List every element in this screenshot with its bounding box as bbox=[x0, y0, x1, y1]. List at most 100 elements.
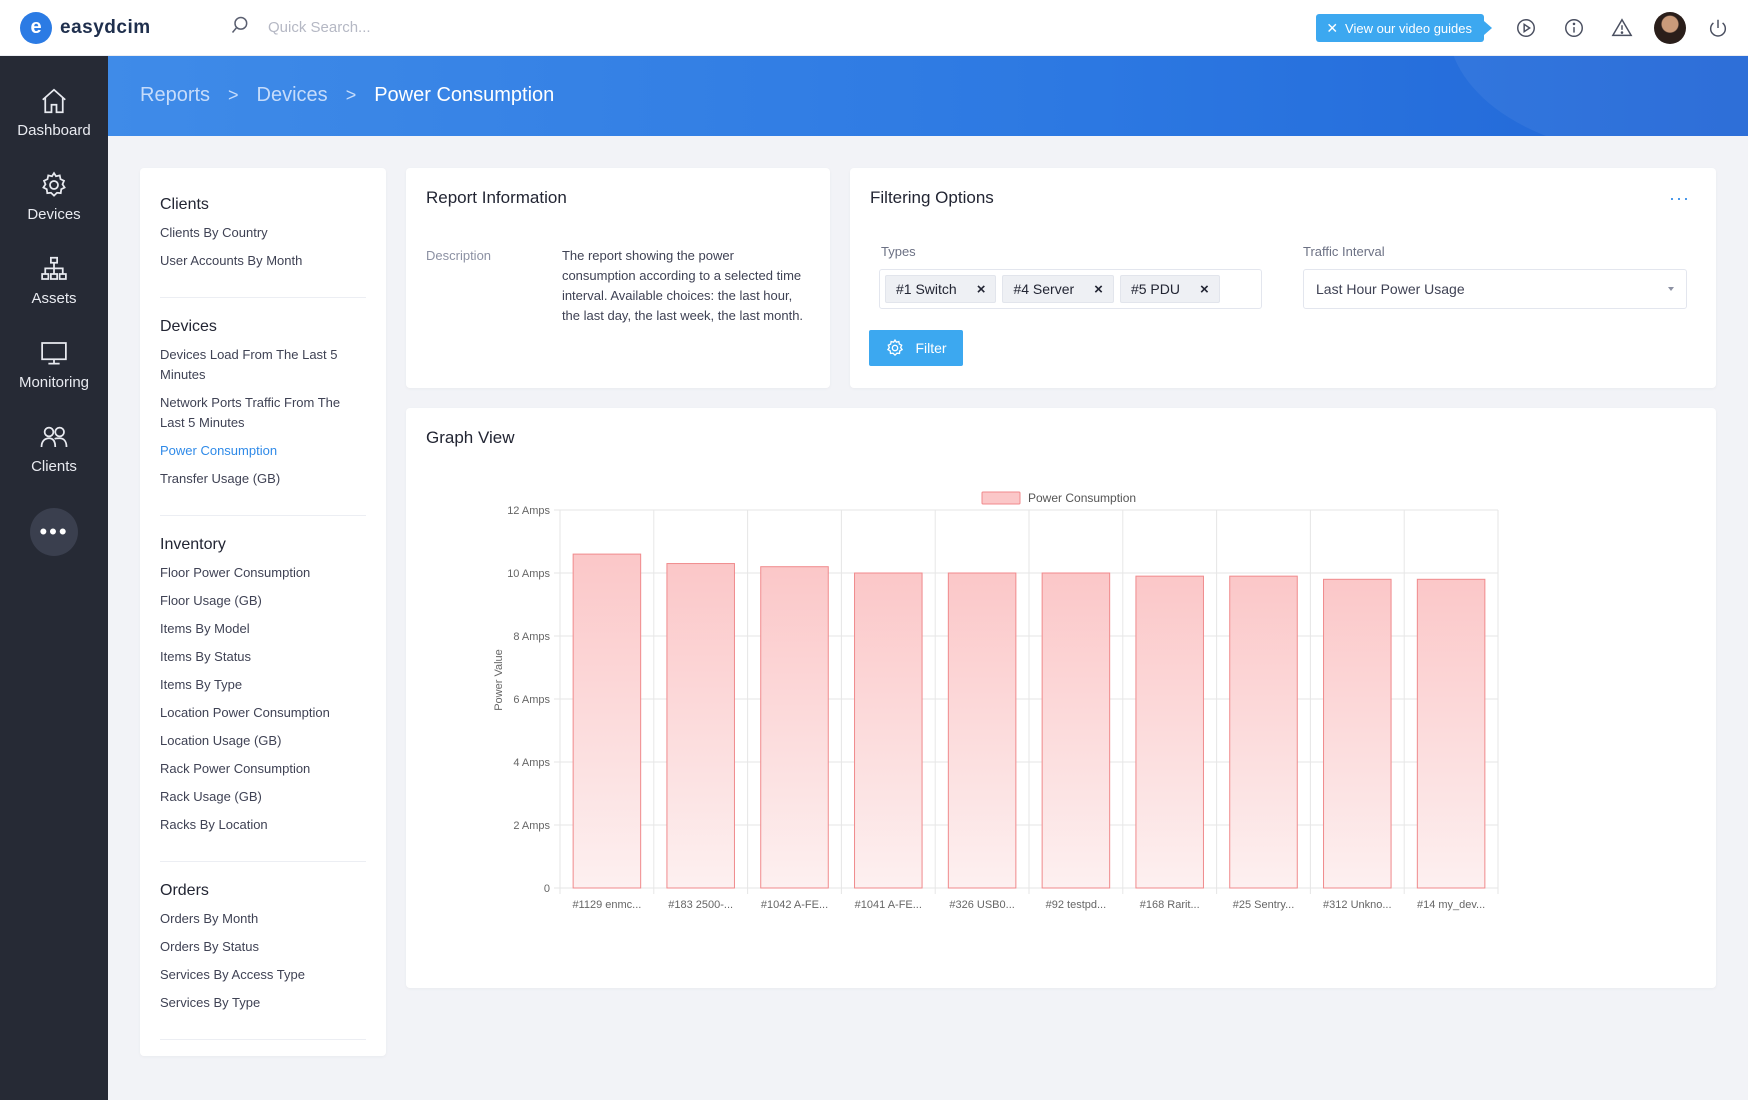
bar[interactable] bbox=[947, 572, 1017, 889]
tag-label: #4 Server bbox=[1013, 281, 1075, 297]
graph-view-card: Graph View 0 2 Amps 4 Amps 6 Amps 8 Amps 10 A… bbox=[406, 408, 1716, 988]
bar[interactable] bbox=[760, 566, 829, 889]
type-tag: #1 Switch × bbox=[885, 275, 997, 303]
report-link[interactable]: Items By Status bbox=[160, 649, 252, 664]
x-tick-label: #183 2500-... bbox=[668, 899, 733, 911]
bar[interactable] bbox=[1229, 575, 1298, 889]
remove-tag-icon[interactable]: × bbox=[1199, 280, 1209, 298]
y-tick-label: 10 Amps bbox=[507, 568, 550, 580]
nav-item-devices[interactable]: Devices bbox=[0, 154, 108, 238]
x-tick-label: #326 USB0... bbox=[949, 899, 1014, 911]
types-multiselect[interactable]: #1 Switch × #4 Server × #5 PDU × bbox=[879, 269, 1262, 309]
more-button[interactable]: ••• bbox=[30, 508, 78, 556]
bar[interactable] bbox=[1135, 575, 1204, 889]
chevron-right-icon: > bbox=[345, 85, 357, 105]
report-link[interactable]: Floor Power Consumption bbox=[160, 565, 311, 580]
logo[interactable]: e easydcim bbox=[20, 11, 210, 44]
left-nav: Dashboard Devices Assets Monitoring Clie… bbox=[0, 56, 108, 1100]
nav-item-monitoring[interactable]: Monitoring bbox=[0, 322, 108, 406]
reports-section-inventory: Inventory Floor Power Consumption Floor … bbox=[160, 536, 366, 862]
remove-tag-icon[interactable]: × bbox=[1094, 280, 1103, 298]
traffic-interval-label: Traffic Interval bbox=[1303, 244, 1385, 259]
y-tick-label: 12 Amps bbox=[507, 505, 550, 517]
description-row: Description The report showing the power… bbox=[426, 246, 810, 326]
nav-label: Monitoring bbox=[18, 373, 90, 391]
logo-text: easydcim bbox=[60, 16, 151, 38]
select-value: Last Hour Power Usage bbox=[1316, 281, 1465, 297]
report-link[interactable]: Services By Type bbox=[160, 995, 261, 1010]
report-link-active[interactable]: Power Consumption bbox=[160, 443, 278, 458]
report-link[interactable]: Items By Model bbox=[160, 621, 250, 636]
info-icon[interactable] bbox=[1550, 0, 1598, 56]
gear-icon bbox=[42, 171, 66, 197]
bar[interactable] bbox=[572, 553, 642, 889]
report-link[interactable]: Floor Usage (GB) bbox=[160, 593, 262, 608]
report-link[interactable]: Items By Type bbox=[160, 677, 243, 692]
report-link[interactable]: Orders By Status bbox=[160, 939, 259, 954]
breadcrumb-devices[interactable]: Devices bbox=[256, 84, 328, 106]
report-link[interactable]: Location Power Consumption bbox=[160, 705, 330, 720]
report-link[interactable]: Orders By Month bbox=[160, 911, 259, 926]
bar[interactable] bbox=[1323, 578, 1392, 889]
avatar bbox=[1654, 12, 1686, 44]
reports-sidebar: Clients Clients By Country User Accounts… bbox=[140, 168, 386, 1056]
avatar-button[interactable] bbox=[1646, 0, 1694, 56]
close-icon[interactable]: ✕ bbox=[1326, 19, 1339, 36]
bar[interactable] bbox=[1416, 578, 1486, 889]
x-tick-label: #1129 enmc... bbox=[572, 899, 641, 911]
y-tick-label: 6 Amps bbox=[513, 694, 550, 706]
report-link[interactable]: User Accounts By Month bbox=[160, 253, 303, 268]
y-tick-label: 0 bbox=[544, 883, 550, 895]
remove-tag-icon[interactable]: × bbox=[976, 280, 986, 298]
bar[interactable] bbox=[854, 572, 923, 889]
chevron-right-icon: > bbox=[228, 85, 239, 105]
reports-section-orders: Orders Orders By Month Orders By Status … bbox=[160, 882, 366, 1040]
search-input[interactable] bbox=[268, 19, 508, 36]
y-axis-label: Power Value bbox=[493, 649, 505, 711]
description-label: Description bbox=[426, 248, 492, 263]
power-icon[interactable] bbox=[1694, 0, 1742, 56]
gear-icon bbox=[887, 338, 904, 357]
more-menu-icon[interactable]: ··· bbox=[1669, 188, 1690, 208]
top-right-tools: ✕ View our video guides bbox=[1316, 0, 1748, 56]
video-guides-button[interactable]: ✕ View our video guides bbox=[1316, 14, 1492, 42]
report-link[interactable]: Network Ports Traffic From The Last 5 Mi… bbox=[160, 395, 341, 430]
warning-icon[interactable] bbox=[1598, 0, 1646, 56]
bar[interactable] bbox=[666, 563, 735, 889]
filtering-options-card: Filtering Options ··· Types #1 Switch × … bbox=[850, 168, 1716, 388]
report-link[interactable]: Clients By Country bbox=[160, 225, 268, 240]
filter-button[interactable]: Filter bbox=[869, 330, 963, 366]
x-tick-label: #168 Rarit... bbox=[1140, 899, 1200, 911]
breadcrumb: Reports > Devices > Power Consumption bbox=[140, 84, 554, 107]
nav-label: Dashboard bbox=[17, 121, 91, 139]
report-link[interactable]: Transfer Usage (GB) bbox=[160, 471, 281, 486]
report-link[interactable]: Services By Access Type bbox=[160, 967, 305, 982]
sitemap-icon bbox=[41, 256, 67, 280]
report-link[interactable]: Rack Power Consumption bbox=[160, 761, 311, 776]
type-tag: #5 PDU × bbox=[1119, 275, 1220, 303]
nav-item-dashboard[interactable]: Dashboard bbox=[0, 70, 108, 154]
section-title: Clients bbox=[160, 196, 209, 213]
breadcrumb-reports[interactable]: Reports bbox=[140, 84, 211, 106]
bar[interactable] bbox=[1041, 572, 1111, 889]
users-icon bbox=[40, 426, 68, 447]
x-tick-label: #1042 A-FE... bbox=[761, 899, 828, 911]
video-guides-label: View our video guides bbox=[1345, 20, 1472, 36]
x-tick-label: #1041 A-FE... bbox=[855, 899, 922, 911]
report-link[interactable]: Racks By Location bbox=[160, 817, 268, 832]
caret-down-icon bbox=[1668, 287, 1674, 291]
report-link[interactable]: Devices Load From The Last 5 Minutes bbox=[160, 347, 338, 382]
report-link[interactable]: Location Usage (GB) bbox=[160, 733, 282, 748]
nav-item-clients[interactable]: Clients bbox=[0, 406, 108, 490]
report-link[interactable]: Rack Usage (GB) bbox=[160, 789, 262, 804]
nav-item-assets[interactable]: Assets bbox=[0, 238, 108, 322]
nav-label: Devices bbox=[27, 205, 81, 223]
search-icon[interactable] bbox=[230, 15, 250, 40]
traffic-interval-select[interactable]: Last Hour Power Usage bbox=[1303, 269, 1687, 309]
legend-swatch[interactable] bbox=[981, 491, 1021, 505]
page-header: Reports > Devices > Power Consumption bbox=[108, 56, 1748, 136]
breadcrumb-current: Power Consumption bbox=[374, 84, 555, 106]
play-circle-icon[interactable] bbox=[1502, 0, 1550, 56]
monitor-icon bbox=[41, 341, 67, 364]
nav-label: Assets bbox=[31, 289, 77, 307]
